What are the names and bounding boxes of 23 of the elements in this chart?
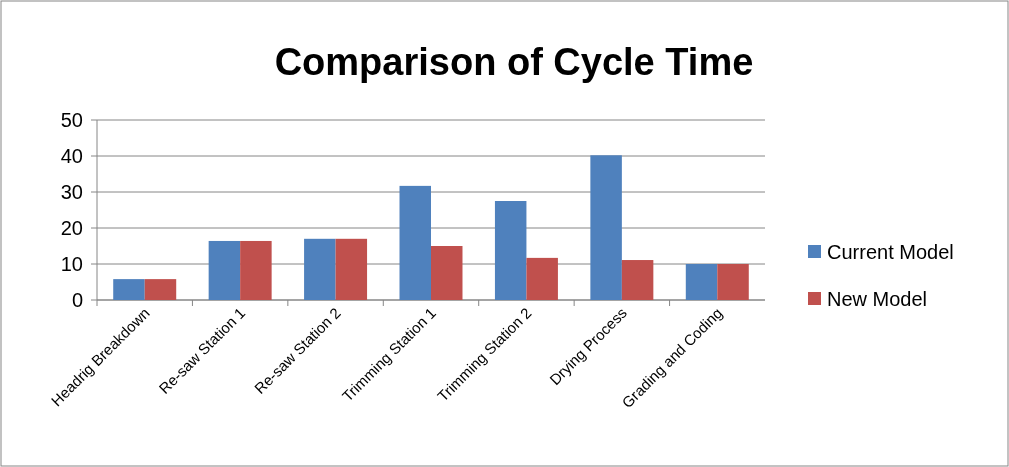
y-tick-label: 30: [60, 181, 83, 203]
legend-label: New Model: [827, 288, 928, 310]
bar: [335, 238, 368, 300]
bar: [494, 201, 527, 300]
legend-label: Current Model: [827, 241, 954, 263]
y-tick-label: 20: [60, 217, 83, 239]
bar: [526, 257, 558, 300]
bar: [717, 264, 749, 300]
bar: [399, 185, 431, 300]
bar: [208, 240, 241, 300]
y-tick-label: 50: [60, 109, 83, 131]
y-tick-label: 10: [60, 253, 83, 275]
bar: [590, 155, 622, 300]
bar: [431, 246, 463, 300]
bar: [621, 260, 654, 300]
bar: [304, 238, 336, 300]
y-tick-label: 40: [60, 145, 83, 167]
bar: [240, 240, 272, 300]
y-tick-label: 0: [71, 289, 83, 311]
bar: [113, 279, 145, 300]
chart-title: Comparison of Cycle Time: [274, 41, 754, 83]
bar: [685, 264, 718, 300]
bar: [144, 279, 177, 300]
